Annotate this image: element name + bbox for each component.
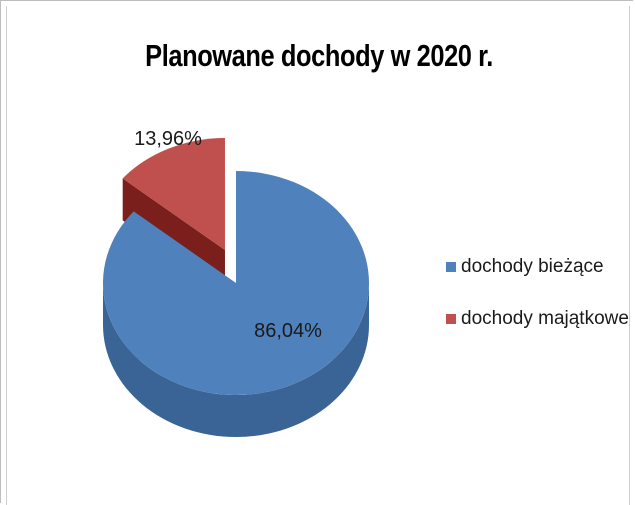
slice-side-dochody-biezace [103, 283, 369, 437]
legend-label-dochody-majatkowe: dochody majątkowe [461, 308, 629, 329]
legend-swatch-dochody-majatkowe [446, 314, 456, 324]
data-label-dochody-majatkowe: 13,96% [134, 128, 202, 150]
legend: dochody bieżące dochody majątkowe [446, 256, 629, 329]
legend-swatch-dochody-biezace [446, 262, 456, 272]
frame-right-edge [629, 6, 630, 505]
chart-title: Planowane dochody w 2020 r. [145, 38, 493, 73]
data-label-dochody-biezace: 86,04% [254, 320, 322, 342]
data-labels: 86,04% 13,96% [134, 128, 322, 342]
legend-label-dochody-biezace: dochody bieżące [461, 256, 604, 277]
frame-left-edge [6, 6, 7, 505]
slice-dochody-biezace [103, 171, 369, 396]
pie-layer [103, 138, 369, 437]
slice-dochody-majatkowe [122, 138, 225, 251]
